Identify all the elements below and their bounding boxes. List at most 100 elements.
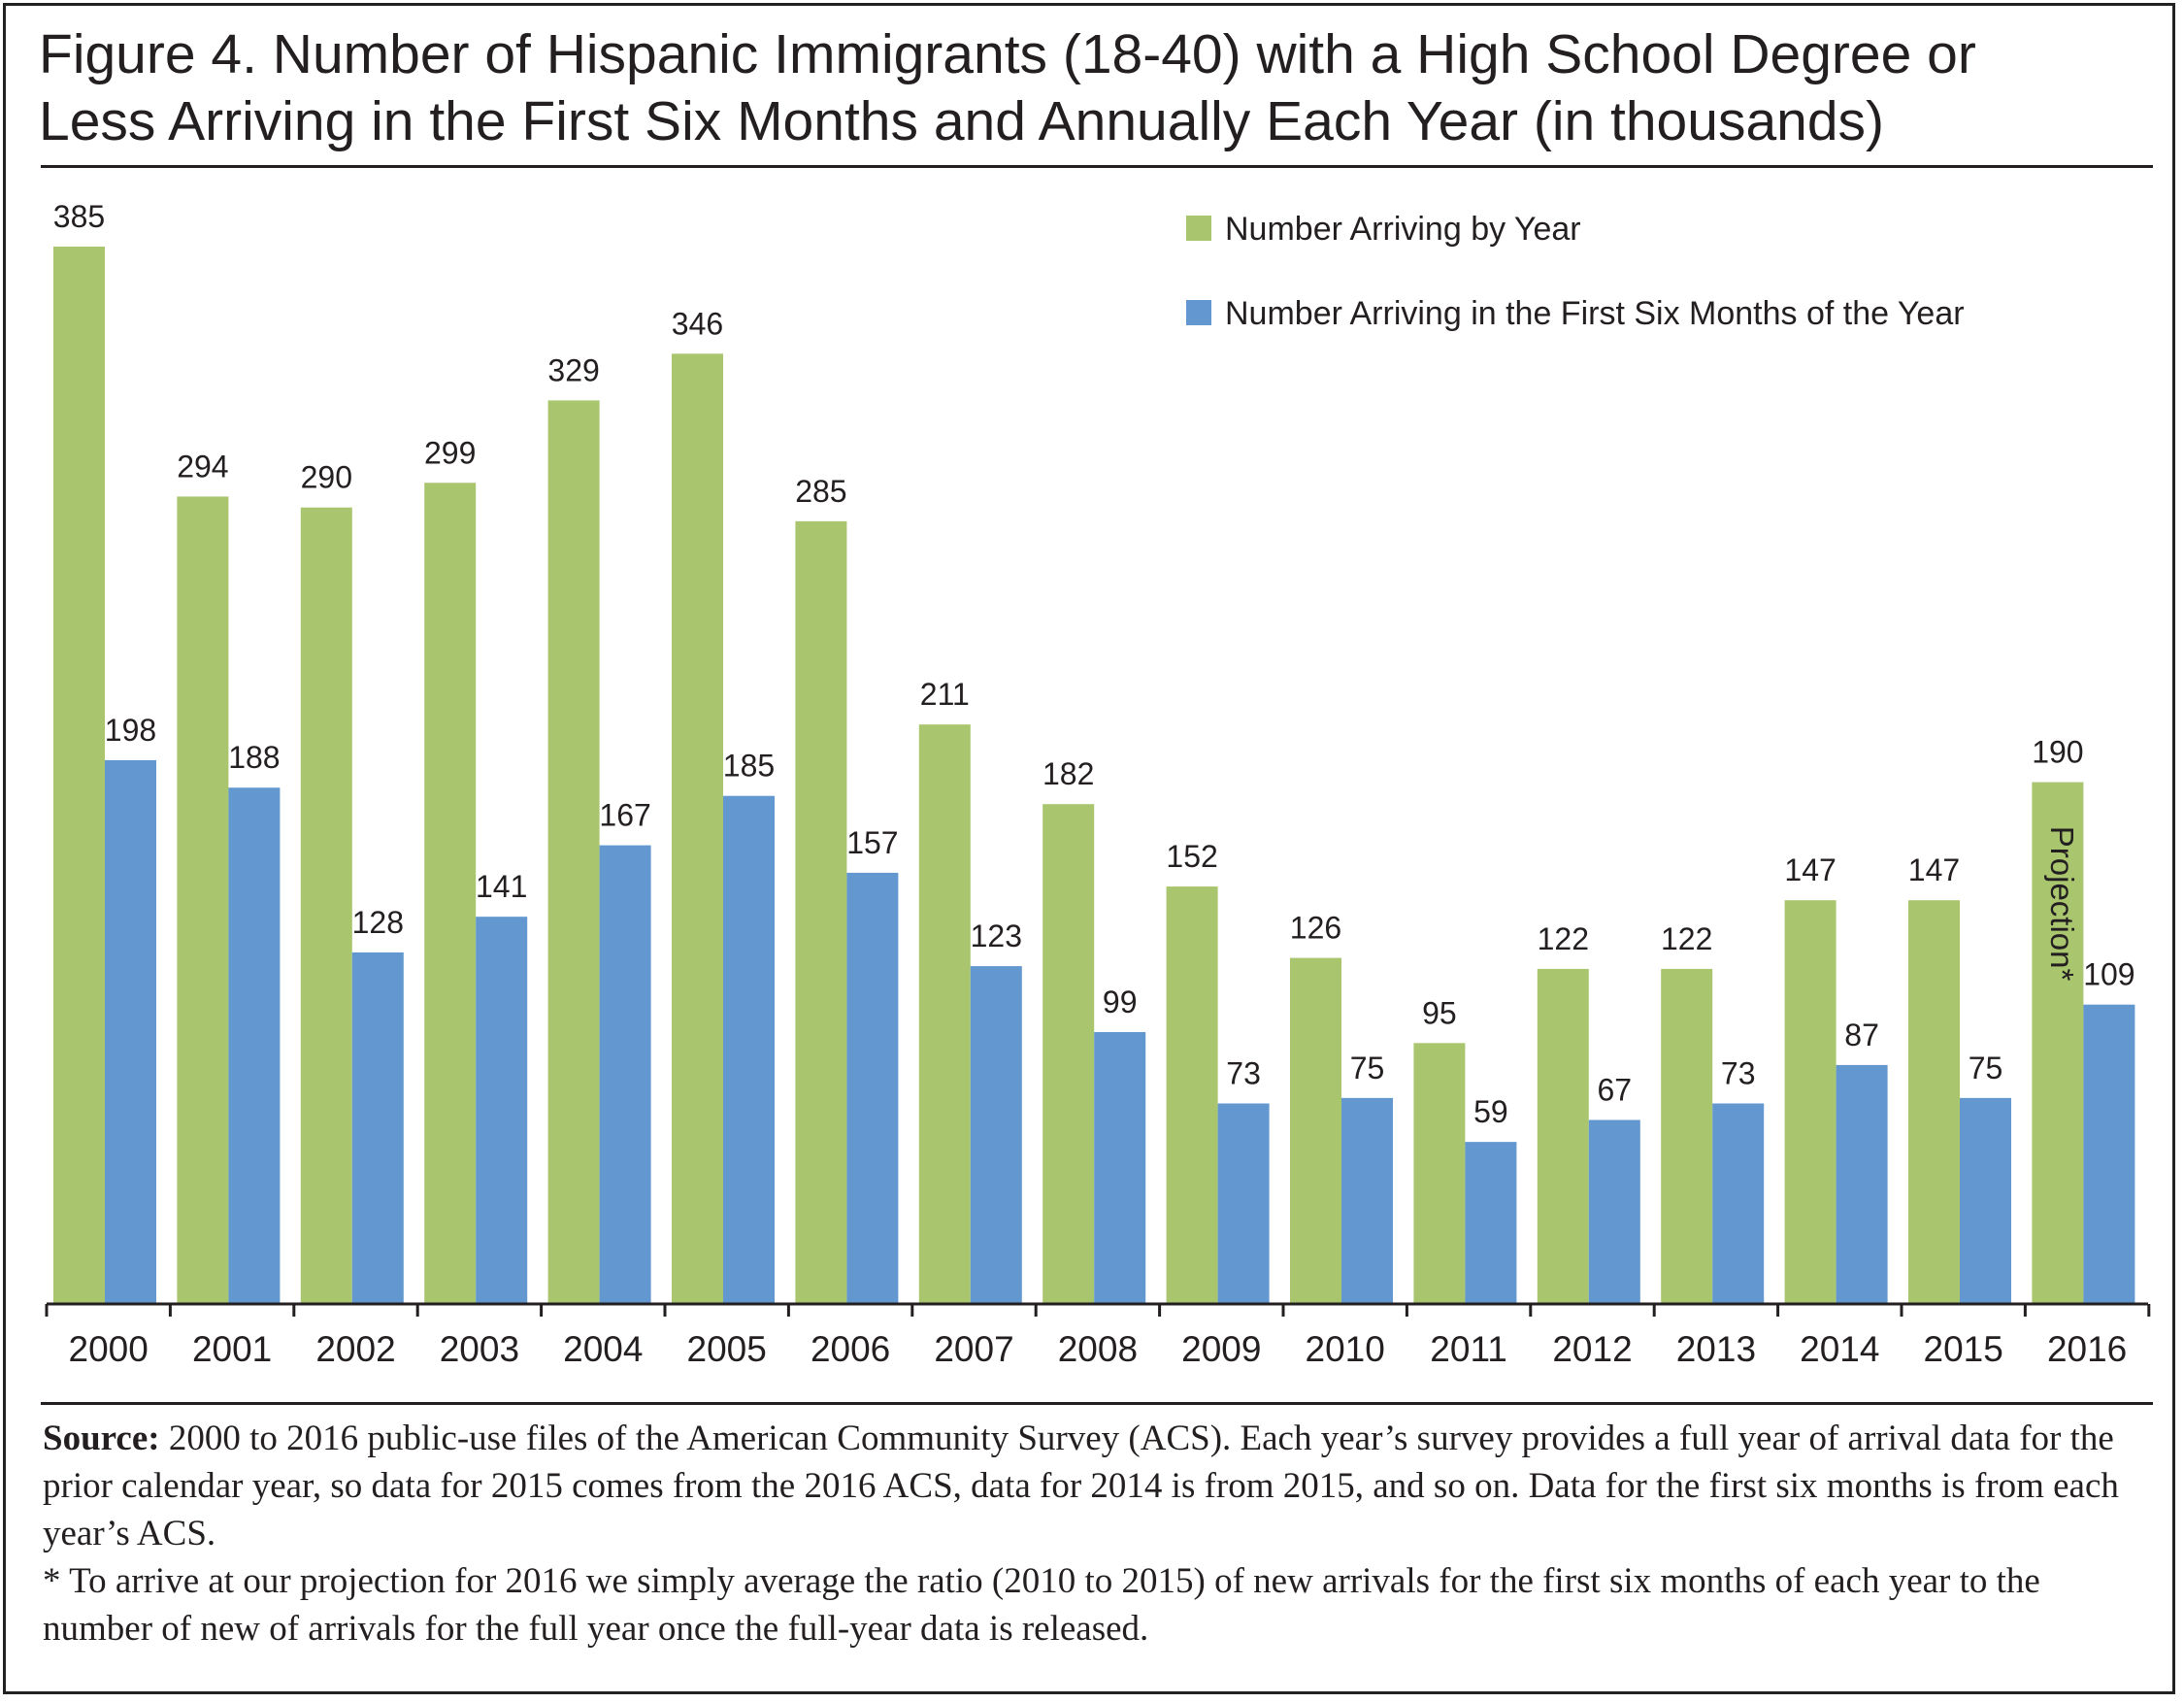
source-note: Source: 2000 to 2016 public-use files of…	[43, 1415, 2159, 1653]
bar-first-six-months	[723, 795, 775, 1304]
bar-first-six-months	[1217, 1103, 1270, 1304]
x-tick-label: 2014	[1800, 1329, 1879, 1369]
bar-first-six-months	[105, 759, 156, 1304]
bar-annual	[1784, 900, 1837, 1304]
x-tick-label: 2015	[1924, 1329, 2003, 1369]
data-label-first-six-months: 67	[1598, 1072, 1633, 1107]
data-label-first-six-months: 157	[846, 825, 898, 860]
data-label-first-six-months: 123	[971, 918, 1022, 953]
bar-annual	[424, 483, 477, 1304]
chart-title-line-1: Figure 4. Number of Hispanic Immigrants …	[39, 23, 1976, 85]
source-label: Source:	[43, 1419, 160, 1458]
bar-annual	[300, 507, 352, 1304]
x-tick-label: 2002	[315, 1329, 395, 1369]
data-label-annual: 190	[2032, 735, 2083, 770]
data-label-annual: 126	[1290, 911, 1341, 946]
bar-first-six-months	[1341, 1097, 1393, 1304]
bar-annual	[547, 400, 600, 1304]
x-tick-label: 2000	[69, 1329, 149, 1369]
bar-annual	[795, 520, 847, 1304]
bar-first-six-months	[1465, 1142, 1517, 1304]
title-divider	[41, 165, 2153, 168]
bar-first-six-months	[970, 966, 1022, 1304]
x-tick-label: 2004	[563, 1329, 643, 1369]
bar-annual	[1908, 900, 1960, 1304]
data-label-annual: 152	[1166, 839, 1217, 874]
x-tick-label: 2007	[934, 1329, 1013, 1369]
bar-annual	[1290, 957, 1341, 1304]
x-tick-label: 2003	[440, 1329, 519, 1369]
data-label-annual: 329	[547, 352, 599, 387]
data-label-first-six-months: 75	[1969, 1051, 2003, 1085]
source-text: 2000 to 2016 public-use files of the Ame…	[43, 1419, 2119, 1553]
bar-first-six-months	[846, 872, 899, 1304]
x-tick-label: 2005	[687, 1329, 767, 1369]
x-tick-label: 2010	[1306, 1329, 1385, 1369]
data-label-first-six-months: 198	[105, 713, 156, 748]
bar-annual	[1661, 968, 1713, 1304]
data-label-annual: 346	[672, 306, 723, 341]
bar-first-six-months	[1588, 1119, 1640, 1304]
bar-annual	[918, 724, 971, 1304]
bar-annual	[2032, 782, 2084, 1304]
data-label-first-six-months: 73	[1721, 1056, 1756, 1091]
data-label-first-six-months: 167	[599, 798, 650, 833]
data-label-annual: 299	[424, 435, 476, 470]
data-label-annual: 294	[177, 449, 228, 484]
bar-first-six-months	[228, 787, 281, 1304]
bar-first-six-months	[1836, 1064, 1888, 1304]
bar-first-six-months	[351, 952, 404, 1304]
data-label-first-six-months: 59	[1473, 1094, 1508, 1129]
figure-frame	[3, 3, 2175, 1694]
bar-first-six-months	[476, 917, 528, 1304]
x-tick-label: 2009	[1181, 1329, 1261, 1369]
x-tick-label: 2008	[1058, 1329, 1138, 1369]
source-divider	[41, 1402, 2153, 1405]
data-label-annual: 182	[1042, 756, 1094, 791]
bar-first-six-months	[1094, 1031, 1146, 1304]
data-label-annual: 290	[301, 460, 352, 495]
x-tick-label: 2013	[1676, 1329, 1756, 1369]
legend-label: Number Arriving by Year	[1225, 211, 1581, 248]
x-tick-label: 2011	[1430, 1329, 1507, 1369]
data-label-first-six-months: 75	[1350, 1051, 1385, 1085]
data-label-first-six-months: 128	[352, 905, 404, 940]
data-label-annual: 147	[1908, 852, 1960, 887]
projection-annotation: Projection*	[2044, 826, 2080, 982]
data-label-annual: 122	[1538, 921, 1589, 956]
data-label-annual: 95	[1422, 995, 1457, 1030]
chart-title: Figure 4. Number of Hispanic Immigrants …	[39, 21, 2155, 155]
data-label-first-six-months: 141	[476, 869, 527, 904]
data-label-annual: 285	[795, 474, 846, 509]
data-label-annual: 211	[920, 677, 970, 712]
bar-annual	[53, 247, 105, 1304]
x-tick-label: 2016	[2047, 1329, 2127, 1369]
data-label-first-six-months: 99	[1103, 985, 1138, 1019]
bar-first-six-months	[2083, 1004, 2135, 1304]
bar-annual	[672, 353, 723, 1304]
bar-first-six-months	[1712, 1103, 1765, 1304]
projection-footnote: * To arrive at our projection for 2016 w…	[43, 1561, 2040, 1649]
data-label-first-six-months: 73	[1226, 1056, 1261, 1091]
data-label-annual: 122	[1661, 921, 1712, 956]
bar-annual	[1166, 886, 1218, 1304]
legend-swatch	[1186, 216, 1211, 241]
x-tick-label: 2012	[1552, 1329, 1632, 1369]
bar-annual	[1413, 1043, 1466, 1304]
bar-first-six-months	[599, 845, 651, 1304]
data-label-first-six-months: 109	[2083, 957, 2134, 992]
chart-title-line-2: Less Arriving in the First Six Months an…	[39, 90, 1885, 152]
data-label-annual: 147	[1784, 852, 1836, 887]
x-tick-label: 2001	[192, 1329, 272, 1369]
data-label-annual: 385	[53, 199, 105, 234]
bar-annual	[177, 496, 229, 1304]
bar-annual	[1042, 804, 1095, 1304]
data-label-first-six-months: 185	[723, 749, 775, 784]
data-label-first-six-months: 87	[1844, 1018, 1879, 1052]
source-paragraph: Source: 2000 to 2016 public-use files of…	[43, 1415, 2159, 1557]
legend-label: Number Arriving in the First Six Months …	[1225, 295, 1965, 332]
legend-swatch	[1186, 300, 1211, 325]
bar-first-six-months	[1960, 1097, 2011, 1304]
data-label-first-six-months: 188	[228, 740, 280, 775]
bar-annual	[1537, 968, 1589, 1304]
